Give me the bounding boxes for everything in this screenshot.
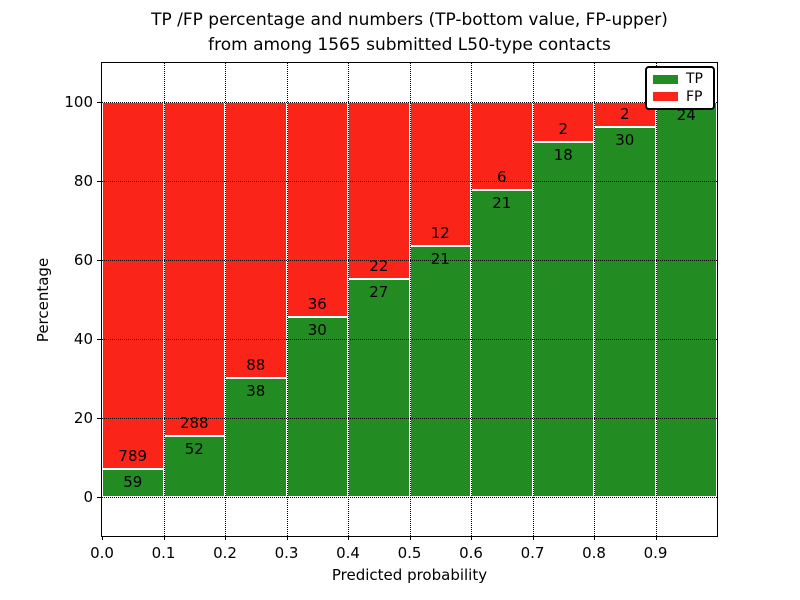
legend: TP FP (645, 66, 715, 110)
y-axis-label: Percentage (34, 257, 53, 342)
chart-title: TP /FP percentage and numbers (TP-bottom… (101, 8, 718, 58)
v-gridline-0.6 (471, 63, 472, 536)
y-tick-label-1: 20 (73, 408, 93, 427)
x-axis-tick-9 (655, 536, 657, 540)
tp-count-label-8: 30 (615, 131, 635, 150)
bar-tp-segment-4 (348, 279, 410, 497)
y-tick-label-3: 60 (73, 251, 93, 270)
fp-count-label-5: 12 (430, 223, 450, 242)
fp-count-label-2: 88 (246, 355, 266, 374)
v-gridline-0.9 (655, 63, 657, 536)
fp-count-label-7: 2 (558, 119, 569, 138)
x-axis-tick-4 (348, 536, 349, 540)
fp-count-label-6: 6 (496, 168, 507, 186)
fp-count-label-8: 2 (619, 105, 630, 124)
tp-count-label-7: 18 (553, 145, 573, 164)
legend-entry-fp: FP (653, 89, 707, 105)
tp-count-label-4: 27 (369, 283, 389, 302)
y-tick-label-2: 40 (73, 329, 93, 348)
x-axis-tick-6 (471, 536, 472, 540)
bar-fp-segment-1 (163, 102, 225, 437)
x-tick-label-8: 0.8 (582, 544, 606, 562)
y-tick-label-5: 100 (64, 93, 93, 112)
tp-count-label-1: 52 (184, 440, 204, 459)
fp-count-label-3: 36 (307, 295, 327, 314)
v-gridline-0.7 (532, 63, 534, 536)
x-axis-tick-2 (225, 536, 226, 540)
v-gridline-0.4 (348, 63, 349, 536)
bar-fp-segment-4 (348, 102, 410, 280)
x-axis-tick-5 (409, 536, 411, 540)
bar-tp-segment-8 (594, 127, 656, 497)
x-axis-tick-0 (102, 536, 103, 540)
y-axis-tick-3 (97, 260, 101, 262)
bar-fp-segment-3 (286, 102, 348, 318)
bar-fp-segment-0 (102, 102, 164, 470)
fp-color-swatch (653, 92, 678, 102)
y-axis-tick-5 (97, 102, 101, 104)
x-axis-label: Predicted probability (331, 566, 488, 584)
chart-title-line2: from among 1565 submitted L50-type conta… (208, 35, 611, 55)
legend-label-tp: TP (686, 71, 703, 88)
bar-fp-segment-5 (409, 102, 471, 246)
y-axis-tick-0 (97, 496, 101, 498)
bar-tp-segment-1 (163, 436, 225, 497)
x-tick-label-9: 0.9 (643, 544, 668, 562)
legend-label-fp: FP (686, 88, 703, 105)
bar-tp-segment-7 (532, 141, 594, 497)
chart-title-line1: TP /FP percentage and numbers (TP-bottom… (151, 10, 668, 30)
tp-count-label-0: 59 (123, 473, 143, 492)
tp-count-label-6: 21 (492, 194, 512, 212)
tp-count-label-5: 21 (430, 249, 450, 268)
legend-entry-tp: TP (653, 71, 707, 87)
bar-tp-segment-5 (409, 245, 471, 497)
bar-tp-segment-0 (102, 469, 164, 497)
y-axis-tick-4 (97, 181, 101, 183)
x-axis-tick-8 (594, 536, 595, 540)
x-tick-label-0: 0.0 (90, 544, 114, 562)
tp-count-label-2: 38 (246, 381, 266, 400)
y-axis-tick-1 (97, 417, 101, 419)
x-tick-label-1: 0.1 (151, 544, 176, 562)
tp-count-label-3: 30 (307, 321, 327, 340)
bar-tp-segment-9 (655, 102, 717, 497)
bar-tp-segment-3 (286, 317, 348, 497)
y-axis-tick-2 (97, 338, 101, 340)
fp-count-label-1: 288 (179, 414, 209, 433)
x-axis-tick-1 (163, 536, 165, 540)
bar-tp-segment-6 (471, 190, 533, 497)
x-tick-label-4: 0.4 (336, 544, 360, 562)
v-gridline-0.1 (163, 63, 165, 536)
y-tick-label-0: 0 (83, 487, 93, 506)
tp-color-swatch (653, 74, 678, 84)
bar-fp-segment-2 (225, 102, 287, 378)
v-gridline-0.8 (594, 63, 595, 536)
x-axis-tick-7 (532, 536, 534, 540)
x-tick-label-7: 0.7 (520, 544, 545, 562)
x-tick-label-3: 0.3 (274, 544, 299, 562)
y-axis-label-wrap: Percentage (3, 62, 83, 537)
x-tick-label-6: 0.6 (459, 544, 483, 562)
fp-count-label-0: 789 (118, 447, 148, 466)
v-gridline-0.2 (225, 63, 226, 536)
x-tick-label-5: 0.5 (397, 544, 422, 562)
v-gridline-0.3 (286, 63, 288, 536)
fp-count-label-4: 22 (369, 257, 389, 276)
x-axis-tick-3 (286, 536, 288, 540)
v-gridline-0.5 (409, 63, 411, 536)
plot-area: 789 59 288 52 88 38 36 30 22 27 12 21 6 21 2 18 2 30 0 24 0.… (64, 62, 718, 562)
y-tick-label-4: 80 (73, 172, 93, 191)
x-tick-label-2: 0.2 (213, 544, 237, 562)
tp-count-label-9: 24 (676, 106, 696, 125)
